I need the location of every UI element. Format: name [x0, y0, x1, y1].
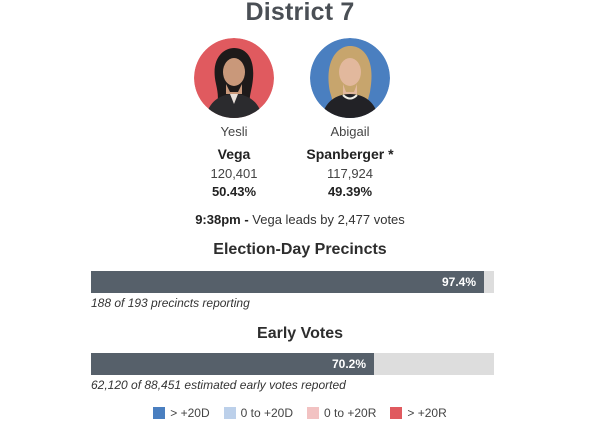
status-line: 9:38pm - Vega leads by 2,477 votes [0, 212, 600, 227]
early-votes-progress-fill [91, 353, 374, 375]
avatar [194, 38, 274, 118]
candidate-last-name: Vega [217, 146, 251, 162]
candidate-percent: 50.43% [211, 184, 257, 199]
avatar-image [310, 38, 390, 118]
early-votes-progress-bar: 70.2% [91, 353, 494, 375]
candidate-first-name: Yesli [220, 124, 248, 139]
candidate-votes: 120,401 [210, 166, 258, 181]
legend-swatch [223, 407, 236, 419]
status-text: Vega leads by 2,477 votes [248, 212, 405, 227]
legend-swatch [153, 407, 166, 419]
candidate-first-name: Abigail [330, 124, 370, 139]
election-day-title: Election-Day Precincts [213, 241, 387, 258]
candidate-last-name: Spanberger * [306, 146, 394, 162]
early-votes-note: 62,120 of 88,451 estimated early votes r… [91, 378, 346, 392]
legend-swatch [307, 407, 319, 419]
early-votes-title: Early Votes [257, 325, 343, 342]
avatar-image [194, 38, 274, 118]
election-day-note: 188 of 193 precincts reporting [91, 296, 250, 310]
candidate-votes: 117,924 [326, 166, 374, 181]
legend-swatch [390, 407, 403, 419]
legend-label: 0 to +20R [324, 406, 377, 420]
legend: > +20D 0 to +20D 0 to +20R > +20R [0, 406, 600, 420]
page-title: District 7 [245, 0, 355, 26]
candidate-card-vega: Yesli Vega 120,401 50.43% [174, 38, 294, 201]
avatar [310, 38, 390, 118]
candidate-percent: 49.39% [327, 184, 373, 199]
legend-item: > +20R [390, 406, 447, 420]
legend-label: 0 to +20D [240, 406, 293, 420]
legend-item: 0 to +20D [223, 406, 293, 420]
legend-item: 0 to +20R [307, 406, 376, 420]
status-time: 9:38pm - [195, 212, 249, 227]
legend-label: > +20R [407, 406, 447, 420]
election-day-progress-fill [91, 271, 484, 293]
early-votes-percent: 70.2% [331, 357, 366, 371]
election-day-percent: 97.4% [441, 275, 476, 289]
legend-label: > +20D [170, 406, 210, 420]
legend-item: > +20D [153, 406, 210, 420]
election-day-progress-bar: 97.4% [91, 271, 494, 293]
candidate-card-spanberger: Abigail Spanberger * 117,924 49.39% [290, 38, 410, 201]
